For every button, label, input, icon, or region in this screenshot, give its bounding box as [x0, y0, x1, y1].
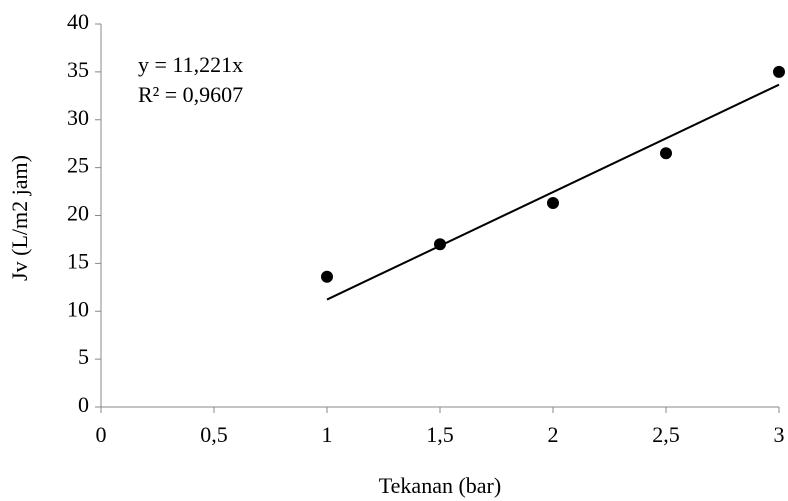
data-point [547, 197, 559, 209]
y-tick-label: 15 [67, 248, 89, 273]
trendline-equation: y = 11,221x [138, 52, 243, 77]
data-point [321, 271, 333, 283]
y-tick-label: 20 [67, 201, 89, 226]
y-tick-label: 10 [67, 296, 89, 321]
x-tick-label: 0 [96, 422, 107, 447]
y-axis-label: Jv (L/m2 jam) [7, 155, 32, 281]
chart: Tekanan (bar) Jv (L/m2 jam) y = 11,221x … [0, 0, 788, 501]
y-tick-label: 35 [67, 57, 89, 82]
y-tick-label: 25 [67, 153, 89, 178]
x-tick-label: 2,5 [652, 422, 680, 447]
x-tick-label: 1,5 [426, 422, 454, 447]
x-tick-label: 3 [774, 422, 785, 447]
y-tick-label: 40 [67, 9, 89, 34]
x-tick-label: 1 [322, 422, 333, 447]
y-tick-label: 30 [67, 105, 89, 130]
r-squared-label: R² = 0,9607 [138, 82, 243, 107]
x-tick-label: 2 [548, 422, 559, 447]
data-point [773, 66, 785, 78]
y-tick-label: 0 [78, 392, 89, 417]
x-axis-label: Tekanan (bar) [379, 473, 501, 498]
trendline [327, 85, 779, 300]
y-tick-label: 5 [78, 344, 89, 369]
data-point [434, 238, 446, 250]
x-tick-label: 0,5 [200, 422, 228, 447]
data-point [660, 147, 672, 159]
